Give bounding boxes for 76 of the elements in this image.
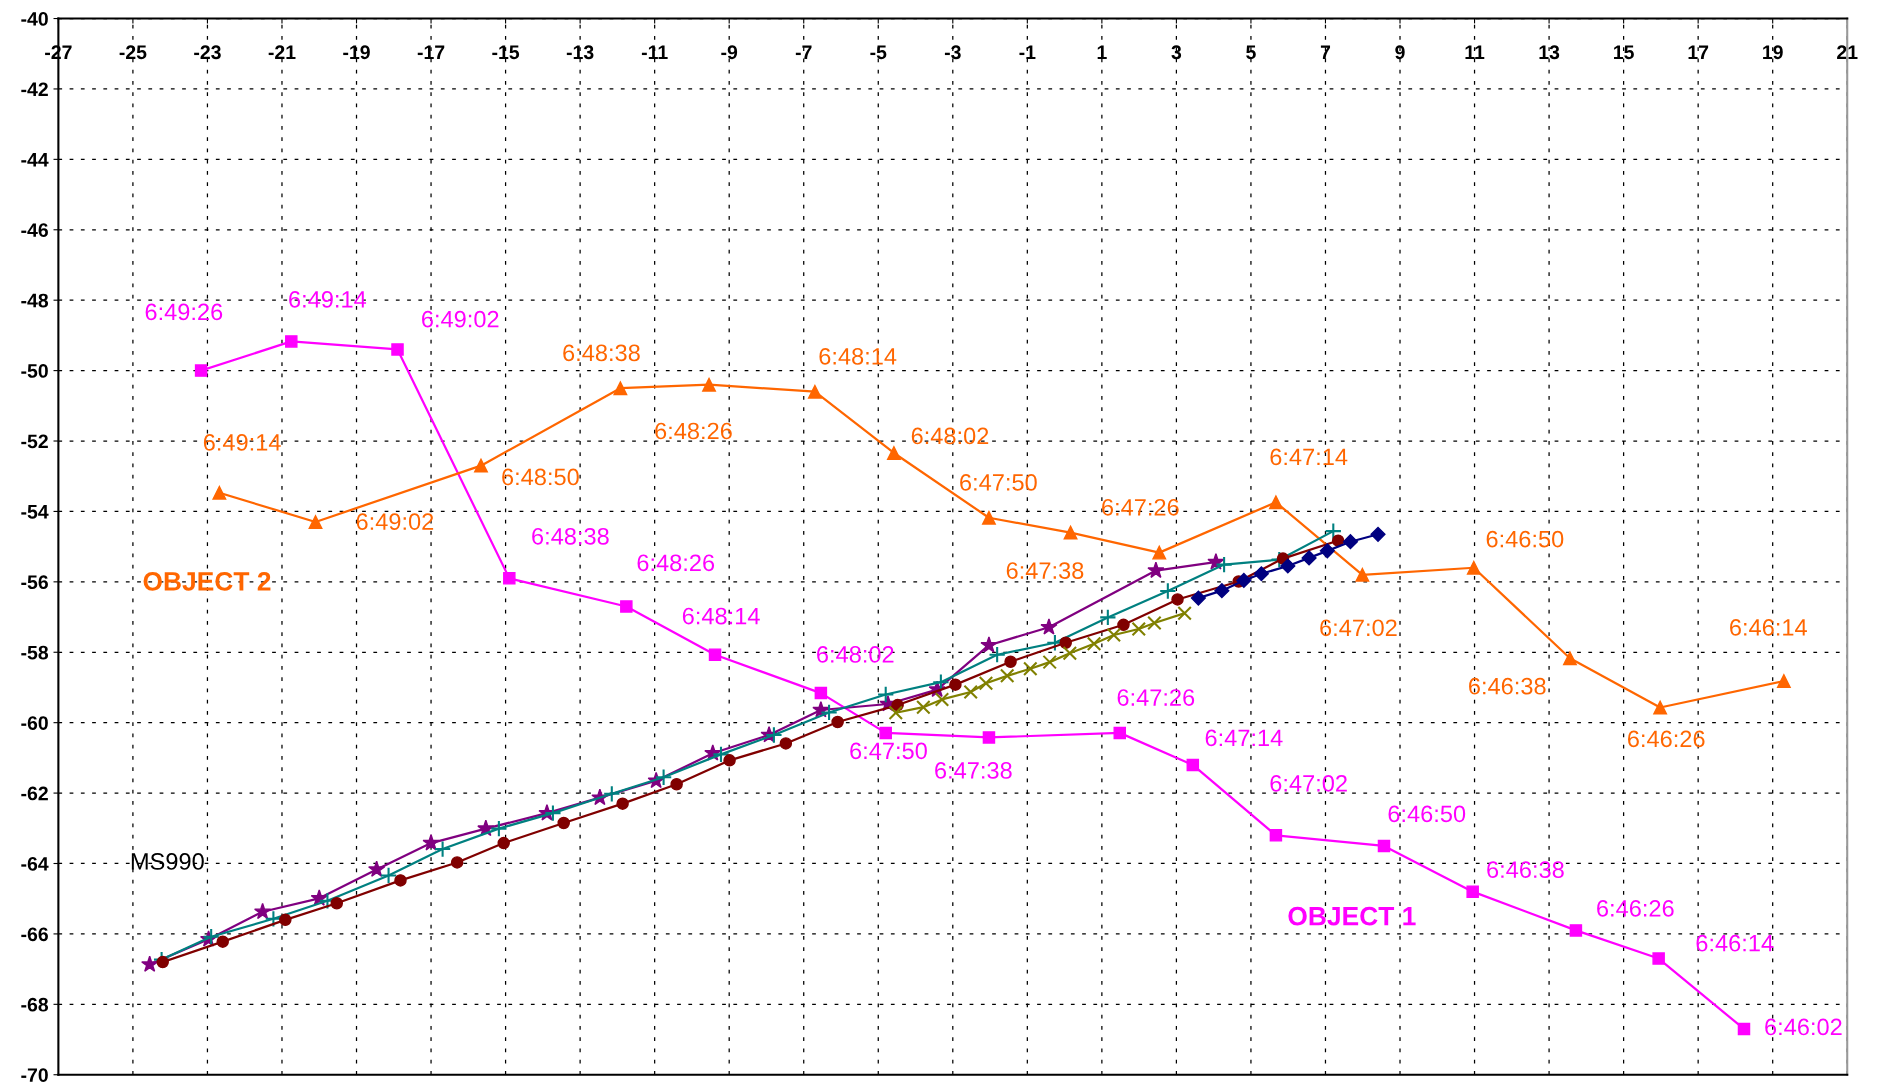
y-tick-label: -46: [21, 223, 48, 238]
x-tick-label: 13: [1539, 45, 1560, 60]
x-tick-label: -5: [870, 45, 887, 60]
y-tick-label: -64: [21, 856, 49, 871]
x-tick-label: -25: [119, 45, 147, 60]
y-tick-label: -52: [21, 434, 48, 449]
x-tick-label: -1: [1019, 45, 1036, 59]
y-tick-label: -58: [21, 645, 49, 660]
y-tick-label: -56: [21, 575, 48, 590]
y-tick-label: -60: [21, 716, 48, 730]
annotation: MS990: [131, 853, 204, 870]
text: OBJECT 2: [143, 572, 271, 591]
annotation: 6:48:26: [655, 422, 732, 440]
x-tick-label: 17: [1688, 45, 1709, 59]
annotation: 6:48:38: [563, 344, 640, 362]
x-tick-label: 3: [1171, 45, 1182, 60]
annotation: 6:47:38: [1006, 562, 1084, 579]
y-tick-label: -40: [21, 12, 48, 26]
y-tick-label: -62: [21, 786, 48, 801]
x-tick-label: 7: [1320, 45, 1331, 59]
x-tick-label: 9: [1395, 45, 1405, 60]
y-tick-label: -42: [21, 82, 48, 96]
x-tick-label: 5: [1246, 45, 1256, 60]
x-tick-label: -17: [417, 45, 445, 59]
annotation: 6:47:50: [850, 742, 927, 760]
y-tick-label: -66: [21, 927, 48, 942]
annotation: 6:48:50: [502, 468, 579, 486]
annotation: 6:46:02: [1765, 1018, 1842, 1036]
y-tick-label: -68: [21, 997, 49, 1012]
annotation: 6:49:14: [203, 434, 281, 451]
x-tick-label: -15: [492, 45, 520, 60]
annotation: 6:46:26: [1628, 730, 1705, 748]
annotation: 6:48:02: [817, 646, 894, 663]
annotation: 6:48:14: [682, 607, 760, 625]
annotation: 6:46:14: [1696, 934, 1774, 952]
annotation: 6:46:26: [1597, 900, 1674, 917]
annotation: 6:46:38: [1469, 677, 1546, 695]
y-tick-label: -54: [21, 505, 49, 519]
x-tick-label: -19: [343, 45, 370, 60]
annotation: 6:48:26: [637, 554, 715, 572]
annotation: 6:46:50: [1388, 805, 1466, 823]
x-tick-label: -21: [268, 45, 296, 59]
annotation: 6:49:02: [356, 513, 434, 530]
x-tick-label: -11: [641, 45, 668, 59]
x-tick-label: 15: [1614, 45, 1634, 60]
annotation: 6:47:02: [1270, 774, 1347, 792]
annotation: 6:47:14: [1270, 448, 1348, 466]
x-tick-label: -7: [795, 45, 812, 59]
x-tick-label: -23: [194, 45, 221, 60]
annotation: 6:47:38: [935, 762, 1012, 779]
x-tick-label: -9: [721, 45, 738, 60]
annotation: 6:47:26: [1102, 498, 1179, 516]
x-tick-label: 21: [1837, 45, 1858, 59]
y-tick-label: -44: [21, 153, 49, 167]
annotation: 6:47:14: [1205, 729, 1283, 747]
annotation: 6:48:14: [819, 348, 897, 365]
x-tick-label: -13: [566, 45, 594, 60]
y-tick-label: -50: [21, 364, 48, 378]
annotation: 6:46:50: [1486, 530, 1564, 548]
x-tick-label: 1: [1097, 45, 1107, 59]
x-tick-label: 19: [1763, 45, 1783, 60]
annotation: 6:46:14: [1730, 619, 1807, 636]
annotation: 6:46:38: [1487, 861, 1564, 878]
annotation: 6:49:26: [145, 303, 223, 321]
annotation: 6:47:02: [1320, 619, 1397, 637]
annotation: 6:48:38: [532, 527, 609, 545]
annotation: 6:48:02: [911, 427, 989, 445]
annotation: 6:47:26: [1117, 689, 1195, 706]
series-label: OBJECT 1: [1288, 906, 1416, 926]
annotation: 6:49:02: [422, 310, 499, 328]
y-tick-label: -48: [21, 293, 49, 308]
y-tick-label: -70: [21, 1068, 48, 1082]
x-tick-label: 11: [1465, 45, 1485, 59]
annotation: 6:47:50: [960, 474, 1037, 491]
annotation: 6:49:14: [289, 291, 367, 308]
x-tick-label: -3: [944, 45, 961, 60]
